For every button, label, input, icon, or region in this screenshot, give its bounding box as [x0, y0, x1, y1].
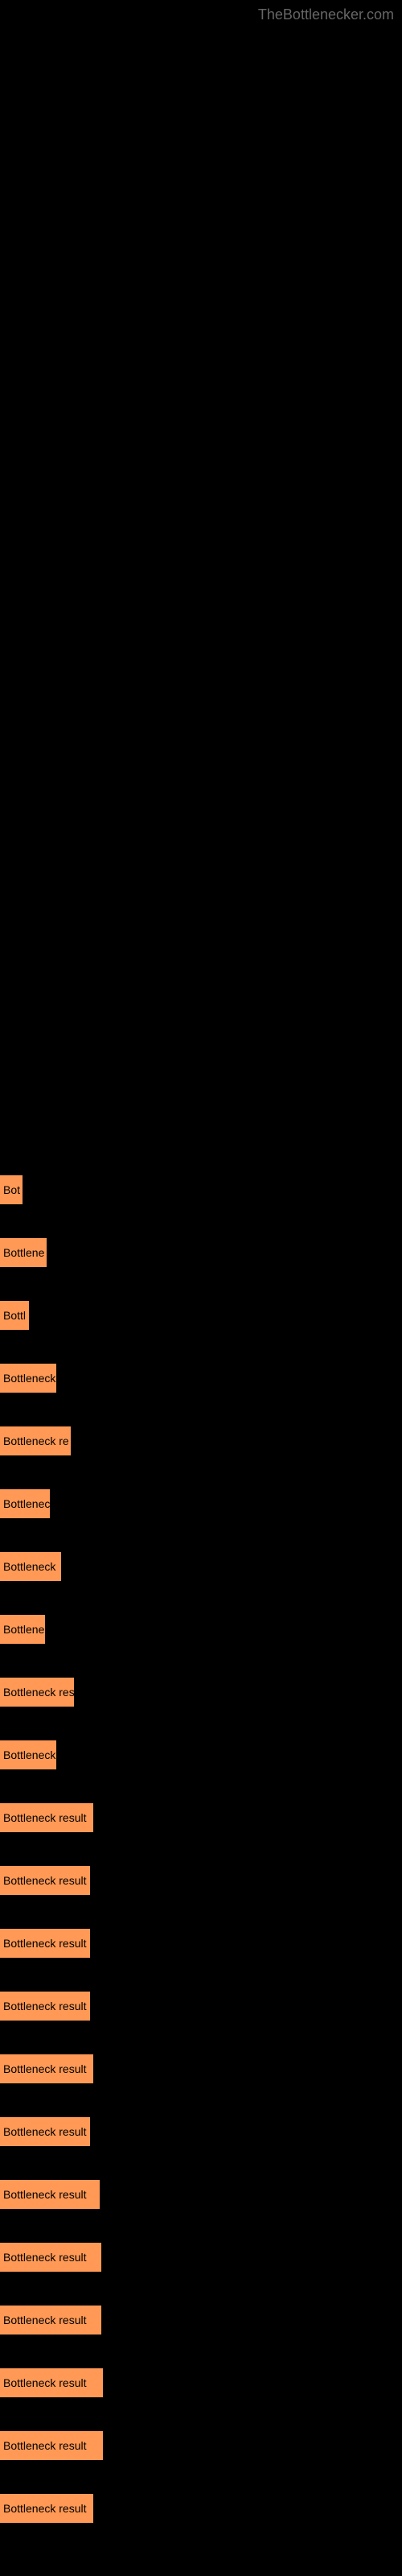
- bar: Bottleneck result: [0, 2243, 101, 2272]
- bar-label: Bottleneck re: [3, 1435, 69, 1447]
- bar-row: Bottleneck result: [0, 2243, 402, 2272]
- bar: Bottl: [0, 1301, 29, 1330]
- bar-row: Bottleneck: [0, 1740, 402, 1769]
- bar-row: Bottleneck result: [0, 1929, 402, 1958]
- bar-label: Bottleneck: [3, 1748, 55, 1761]
- bar-label: Bottleneck: [3, 1560, 55, 1573]
- bar-row: Bottleneck: [0, 1364, 402, 1393]
- bar-row: Bottleneck result: [0, 2431, 402, 2460]
- bar-row: Bottleneck result: [0, 1803, 402, 1832]
- bar-row: Bottlenec: [0, 1489, 402, 1518]
- bar-label: Bottleneck result: [3, 2000, 87, 2013]
- bar-label: Bottleneck result: [3, 2125, 87, 2138]
- bar: Bottleneck result: [0, 2431, 103, 2460]
- bar-row: Bottleneck result: [0, 2117, 402, 2146]
- bar-label: Bot: [3, 1183, 20, 1196]
- bar: Bottleneck result: [0, 1992, 90, 2021]
- bar: Bottleneck result: [0, 1803, 93, 1832]
- bar: Bottleneck: [0, 1364, 56, 1393]
- bar: Bottleneck: [0, 1740, 56, 1769]
- bar-label: Bottleneck result: [3, 2502, 87, 2515]
- bar-chart: Bot Bottlene Bottl Bottleneck Bottleneck re B…: [0, 0, 402, 2523]
- bar-label: Bottleneck result: [3, 2062, 87, 2075]
- bar: Bottleneck result: [0, 2368, 103, 2397]
- bar-row: Bottleneck result: [0, 2306, 402, 2334]
- bar: Bottlene: [0, 1238, 47, 1267]
- bar-row: Bottleneck: [0, 1552, 402, 1581]
- bar-label: Bottl: [3, 1309, 26, 1322]
- bar-label: Bottleneck result: [3, 1874, 87, 1887]
- bar-row: Bottleneck result: [0, 1992, 402, 2021]
- bar-row: Bottleneck result: [0, 1866, 402, 1895]
- bar: Bottlene: [0, 1615, 45, 1644]
- bar: Bottleneck result: [0, 2494, 93, 2523]
- watermark: TheBottlenecker.com: [258, 6, 394, 23]
- bar-row: Bottleneck result: [0, 2494, 402, 2523]
- bar-label: Bottleneck result: [3, 2314, 87, 2326]
- bar: Bottleneck res: [0, 1678, 74, 1707]
- bar: Bottleneck result: [0, 2306, 101, 2334]
- bar: Bottleneck result: [0, 2117, 90, 2146]
- bar: Bottleneck result: [0, 2054, 93, 2083]
- bar-row: Bottl: [0, 1301, 402, 1330]
- bar-row: Bottlene: [0, 1615, 402, 1644]
- bar-label: Bottleneck result: [3, 1811, 87, 1824]
- bar-label: Bottleneck: [3, 1372, 55, 1385]
- bar-row: Bot: [0, 1175, 402, 1204]
- bar-label: Bottlenec: [3, 1497, 50, 1510]
- bar-label: Bottleneck result: [3, 2251, 87, 2264]
- bar-label: Bottleneck result: [3, 2188, 87, 2201]
- bar: Bot: [0, 1175, 23, 1204]
- bar: Bottleneck: [0, 1552, 61, 1581]
- bar: Bottlenec: [0, 1489, 50, 1518]
- bar-row: Bottleneck res: [0, 1678, 402, 1707]
- bar-row: Bottlene: [0, 1238, 402, 1267]
- bar-row: Bottleneck result: [0, 2368, 402, 2397]
- bar-label: Bottleneck res: [3, 1686, 74, 1699]
- bar-row: Bottleneck result: [0, 2054, 402, 2083]
- bar-label: Bottleneck result: [3, 2376, 87, 2389]
- bar: Bottleneck result: [0, 2180, 100, 2209]
- bar-label: Bottlene: [3, 1623, 44, 1636]
- bar: Bottleneck result: [0, 1929, 90, 1958]
- bar-row: Bottleneck re: [0, 1426, 402, 1455]
- bar: Bottleneck re: [0, 1426, 71, 1455]
- bar-label: Bottleneck result: [3, 2439, 87, 2452]
- bar: Bottleneck result: [0, 1866, 90, 1895]
- bar-label: Bottlene: [3, 1246, 44, 1259]
- bar-row: Bottleneck result: [0, 2180, 402, 2209]
- bar-label: Bottleneck result: [3, 1937, 87, 1950]
